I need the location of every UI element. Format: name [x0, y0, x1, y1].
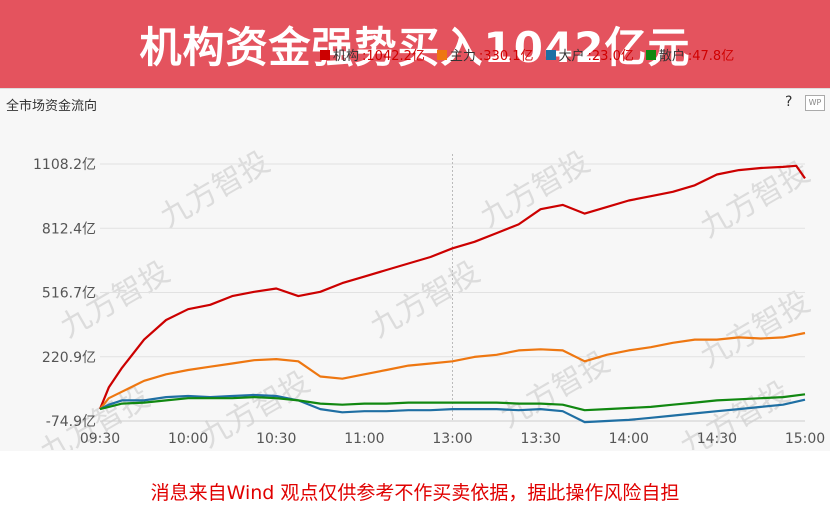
x-tick-label: 09:30 [80, 431, 120, 447]
x-tick-label: 14:00 [609, 431, 649, 447]
series-line-散户 [99, 393, 806, 412]
x-tick-label: 13:00 [432, 431, 472, 447]
series-lines [98, 164, 806, 424]
legend-value: :1042.2亿 [362, 49, 425, 64]
watermark-text: 九方智投 [155, 145, 276, 235]
panel-title: 全市场资金流向 [6, 99, 98, 114]
watermark-text: 九方智投 [475, 145, 596, 235]
y-tick-label: -74.9亿 [46, 414, 96, 430]
legend-item[interactable]: 散户:47.8亿 [645, 45, 735, 64]
legend-value: :330.1亿 [478, 49, 534, 64]
legend-swatch [645, 49, 656, 60]
legend-item[interactable]: 主力:330.1亿 [436, 45, 534, 64]
series-line-机构 [98, 164, 806, 410]
x-tick-labels: 09:30 10:00 10:30 11:00 13:00 13:30 14:00 14:30… [80, 431, 825, 447]
grid [100, 154, 805, 422]
title-banner: 机构资金强势买入1042亿元 [0, 0, 830, 88]
legend-value: :23.0亿 [587, 49, 634, 64]
watermark-text: 九方智投 [695, 285, 816, 375]
help-icon[interactable]: ? [785, 94, 793, 110]
y-tick-labels: 1108.2亿 812.4亿 516.7亿 220.9亿 -74.9亿 [33, 157, 96, 430]
legend: 机构:1042.2亿 主力:330.1亿 大户:23.0亿 散户:47.8亿 [320, 45, 734, 64]
x-tick-label: 15:00 [785, 431, 825, 447]
wp-icon[interactable]: WP [805, 95, 825, 111]
legend-swatch [436, 49, 447, 60]
x-tick-label: 11:00 [344, 431, 384, 447]
legend-item[interactable]: 机构:1042.2亿 [320, 45, 425, 64]
y-tick-label: 812.4亿 [42, 221, 96, 237]
legend-swatch [320, 49, 330, 60]
series-line-大户 [99, 393, 806, 424]
legend-value: :47.8亿 [687, 49, 735, 64]
chart-panel: 全市场资金流向 ? WP [0, 88, 830, 451]
legend-name: 主力 [449, 49, 476, 64]
legend-item[interactable]: 大户:23.0亿 [545, 45, 634, 64]
legend-name: 大户 [558, 49, 585, 64]
x-tick-label: 10:30 [256, 431, 296, 447]
watermark-text: 九方智投 [365, 255, 486, 345]
legend-swatch [545, 49, 556, 60]
x-tick-label: 13:30 [520, 431, 560, 447]
y-tick-label: 516.7亿 [42, 286, 96, 302]
legend-name: 散户 [658, 49, 685, 64]
y-tick-label: 220.9亿 [42, 350, 96, 366]
banner-title: 机构资金强势买入1042亿元 [139, 22, 691, 72]
x-tick-label: 14:30 [697, 431, 737, 447]
series-line-主力 [99, 331, 806, 410]
x-tick-label: 10:00 [168, 431, 208, 447]
y-tick-label: 1108.2亿 [33, 157, 96, 173]
legend-name: 机构 [333, 49, 360, 64]
disclaimer: 消息来自Wind 观点仅供参考不作买卖依据，据此操作风险自担 [150, 482, 680, 504]
